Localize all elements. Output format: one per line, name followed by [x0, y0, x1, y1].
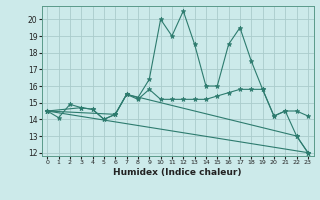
- X-axis label: Humidex (Indice chaleur): Humidex (Indice chaleur): [113, 168, 242, 177]
